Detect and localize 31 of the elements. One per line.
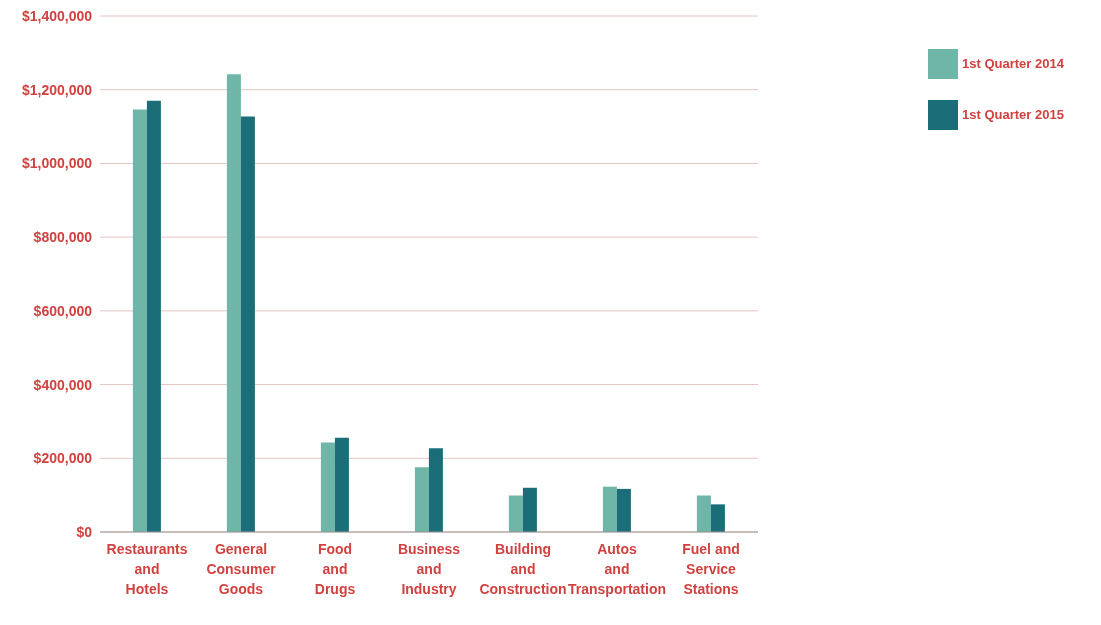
bar bbox=[710, 504, 725, 532]
x-tick-label: Food and Drugs bbox=[314, 541, 356, 597]
x-tick-label: General Consumer Goods bbox=[206, 541, 277, 597]
bar bbox=[226, 74, 241, 532]
bar bbox=[414, 467, 429, 532]
y-tick-label: $1,200,000 bbox=[21, 81, 93, 98]
x-tick-label: Business and Industry bbox=[397, 541, 461, 597]
y-tick-label: $600,000 bbox=[33, 302, 93, 319]
bar bbox=[428, 448, 443, 532]
bar bbox=[240, 116, 255, 532]
bar bbox=[146, 100, 161, 532]
x-tick-label: Fuel and Service Stations bbox=[682, 541, 740, 597]
y-tick-label: $1,000,000 bbox=[21, 155, 93, 172]
x-tick-label: Autos and Transportation bbox=[567, 541, 667, 597]
x-tick-label: Restaurants and Hotels bbox=[106, 541, 188, 597]
bar bbox=[334, 437, 349, 532]
bar bbox=[320, 442, 335, 532]
legend-label: 1st Quarter 2014 bbox=[962, 56, 1064, 71]
y-tick-label: $0 bbox=[76, 523, 93, 540]
legend-label: 1st Quarter 2015 bbox=[962, 107, 1064, 122]
y-tick-label: $1,400,000 bbox=[21, 7, 93, 24]
y-tick-label: $800,000 bbox=[33, 229, 93, 246]
bar bbox=[602, 486, 617, 532]
bar bbox=[132, 109, 147, 532]
bar bbox=[522, 487, 537, 532]
x-tick-label: Building and Construction bbox=[479, 541, 567, 597]
y-tick-label: $200,000 bbox=[33, 450, 93, 467]
bar bbox=[616, 488, 631, 532]
bar bbox=[696, 495, 711, 532]
y-tick-label: $400,000 bbox=[33, 376, 93, 393]
bar bbox=[508, 495, 523, 532]
